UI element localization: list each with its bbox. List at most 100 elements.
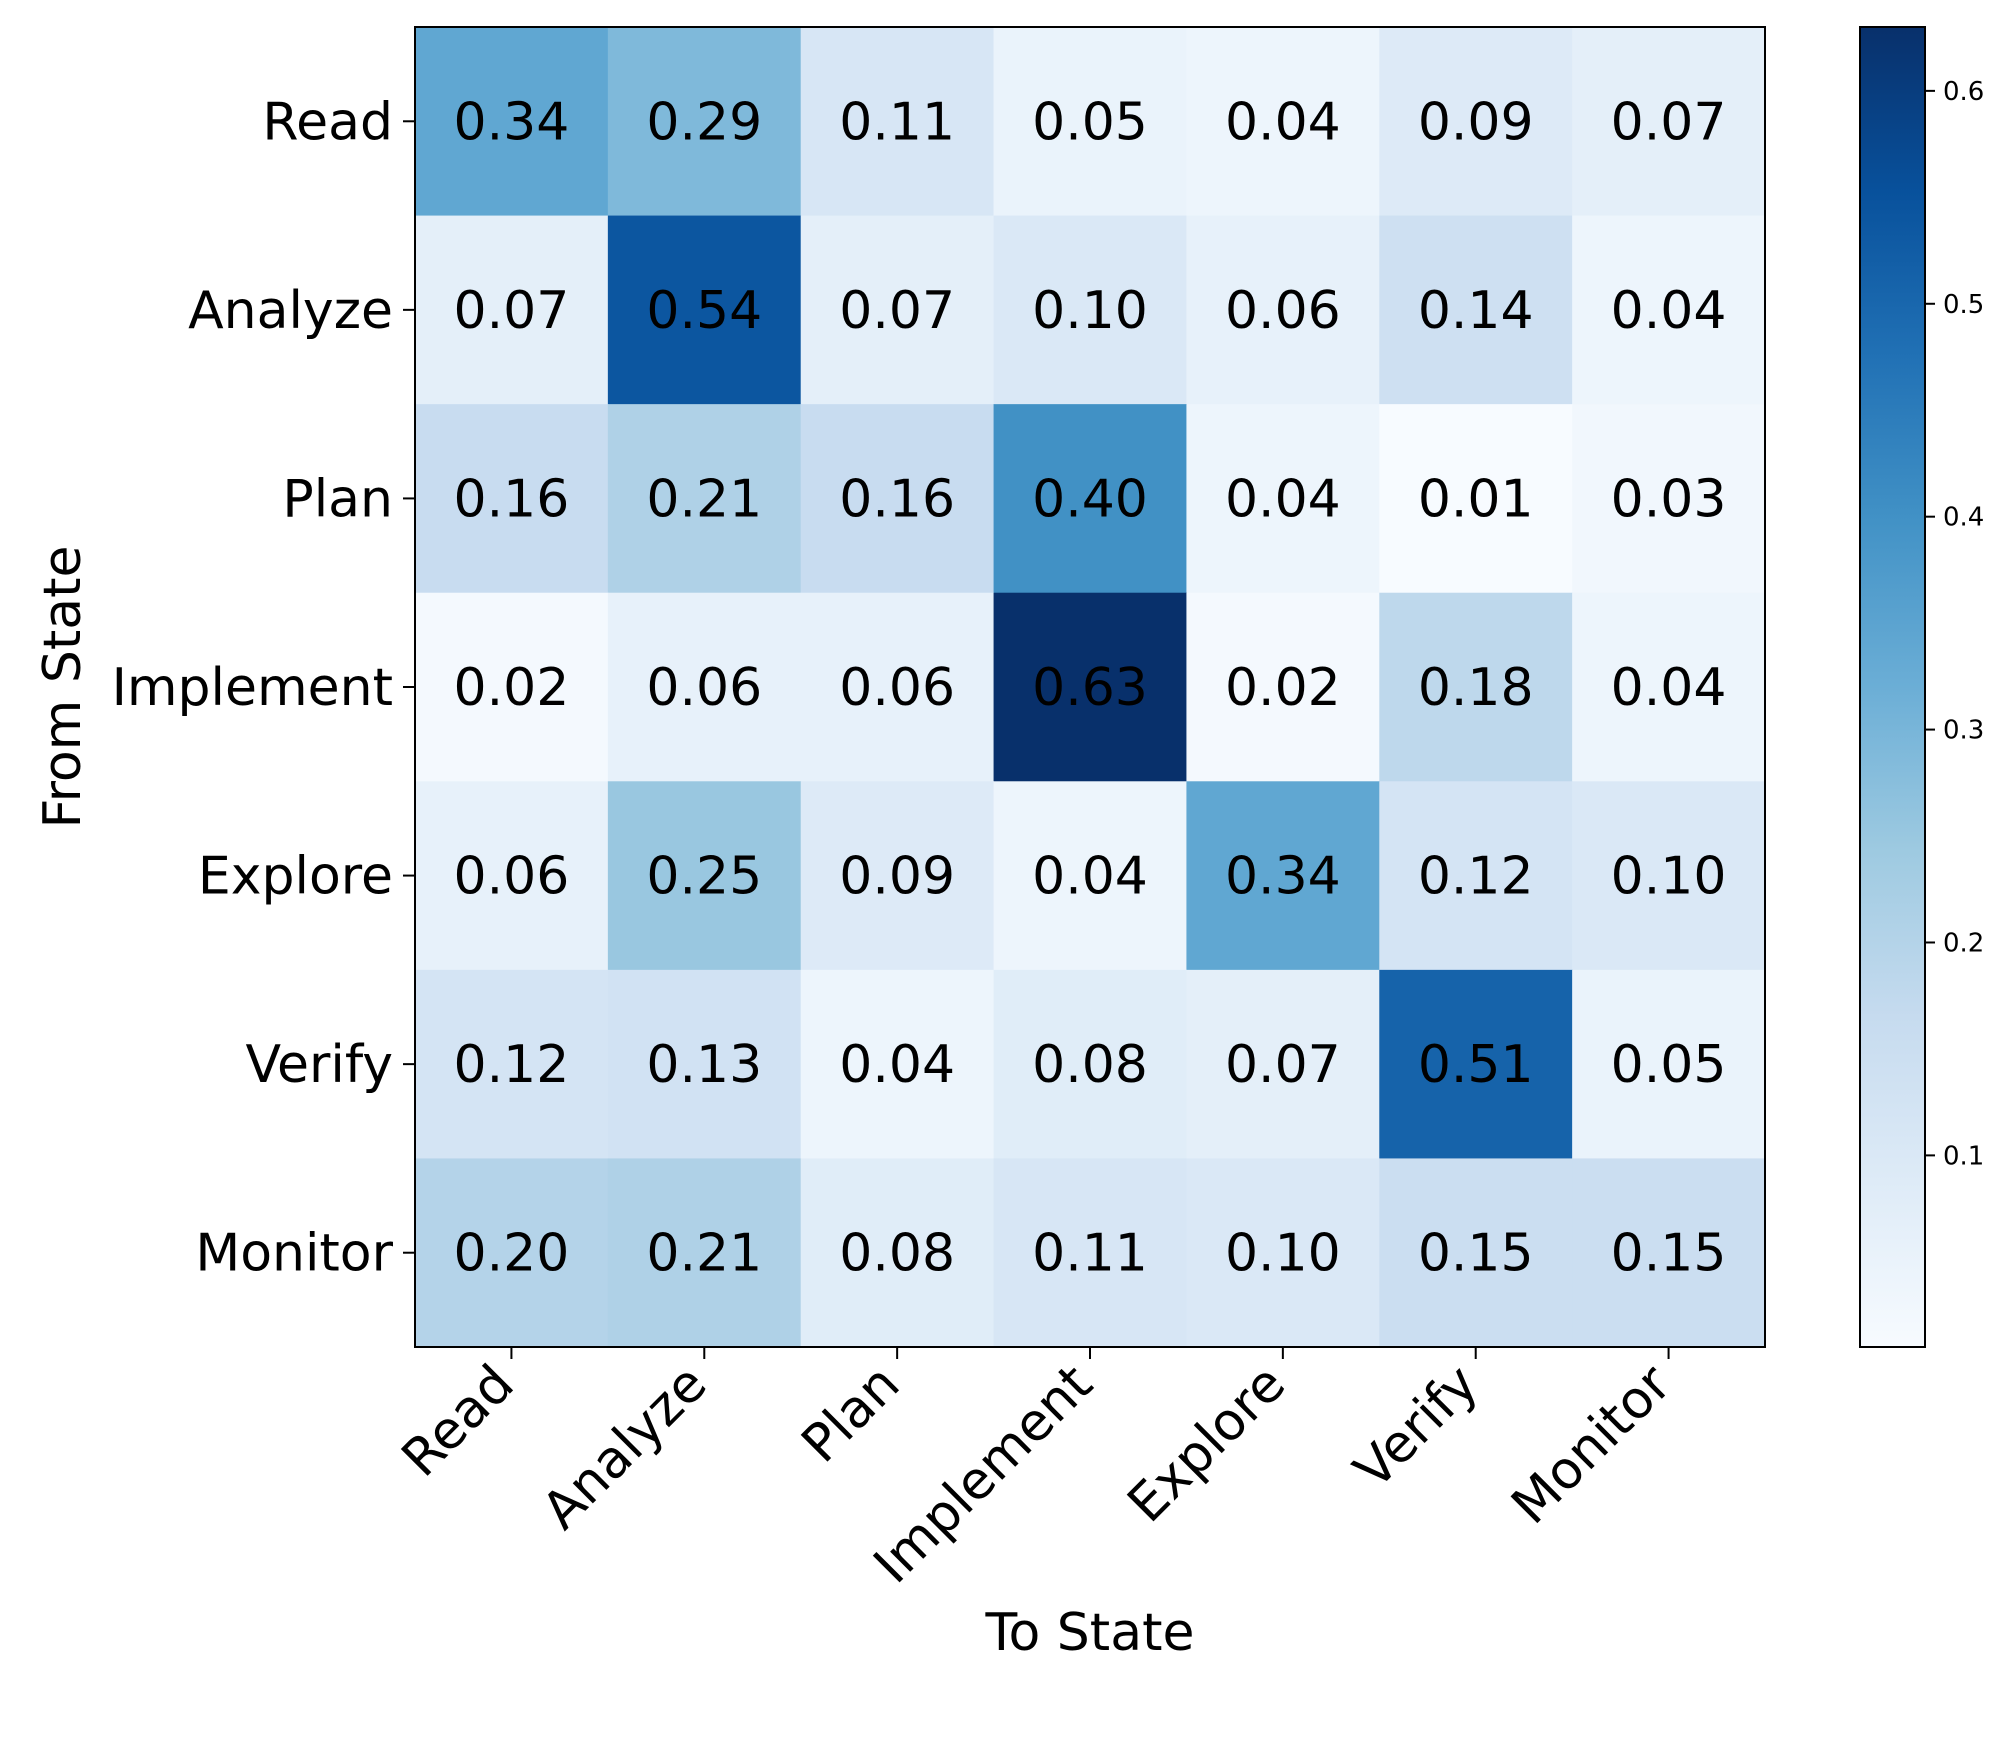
heatmap-cell	[1572, 1158, 1766, 1348]
colorbar-tick-label: 0.2	[1943, 928, 1984, 958]
cell-value-label: 0.10	[1032, 281, 1148, 341]
heatmap-cell	[1379, 969, 1573, 1159]
x-tick-label: Monitor	[1501, 1353, 1684, 1536]
colorbar-tick-label: 0.6	[1943, 77, 1984, 107]
heatmap-cell	[1379, 27, 1573, 217]
heatmap-cell	[415, 781, 609, 971]
heatmap-cell	[1186, 404, 1380, 594]
heatmap-cell	[993, 215, 1187, 405]
cell-value-label: 0.10	[1225, 1224, 1341, 1284]
heatmap-cell	[800, 781, 995, 971]
cell-value-label: 0.34	[454, 92, 570, 152]
cell-value-label: 0.51	[1418, 1035, 1534, 1095]
heatmap-cell	[1186, 27, 1380, 217]
cell-value-label: 0.15	[1611, 1224, 1727, 1284]
heatmap-cell	[607, 27, 802, 217]
heatmap-cell	[993, 969, 1187, 1159]
cell-value-label: 0.06	[646, 658, 762, 718]
cell-value-label: 0.08	[839, 1224, 955, 1284]
heatmap-cell	[800, 27, 995, 217]
cell-value-label: 0.21	[646, 1224, 762, 1284]
heatmap-cell	[415, 969, 609, 1159]
heatmap-cell	[1379, 215, 1573, 405]
y-tick-label: Verify	[245, 1035, 393, 1095]
x-tick-label: Analyze	[531, 1354, 718, 1541]
heatmap-cell	[415, 215, 609, 405]
cell-value-label: 0.03	[1611, 469, 1727, 529]
heatmap-cell	[993, 781, 1187, 971]
cell-value-label: 0.12	[1418, 847, 1534, 907]
cell-value-label: 0.11	[1032, 1224, 1148, 1284]
cell-value-label: 0.40	[1032, 469, 1148, 529]
colorbar-tick-label: 0.3	[1943, 716, 1984, 746]
heatmap-cell	[607, 969, 802, 1159]
cell-value-label: 0.05	[1611, 1035, 1727, 1095]
cell-value-label: 0.06	[454, 847, 570, 907]
heatmap-cell	[1572, 781, 1766, 971]
colorbar-ticks: 0.1 0.2 0.3 0.4 0.5 0.6	[1925, 77, 1984, 1171]
cell-value-label: 0.63	[1032, 658, 1148, 718]
heatmap-cell	[993, 404, 1187, 594]
heatmap-cell	[800, 215, 995, 405]
cell-value-label: 0.07	[839, 281, 955, 341]
y-tick-label: Explore	[198, 847, 393, 907]
cell-value-label: 0.10	[1611, 847, 1727, 907]
cell-value-label: 0.11	[839, 92, 955, 152]
heatmap-cell	[607, 404, 802, 594]
cell-value-label: 0.08	[1032, 1035, 1148, 1095]
x-axis-title: To State	[985, 1603, 1195, 1663]
cell-value-label: 0.02	[1225, 658, 1341, 718]
cell-value-label: 0.01	[1418, 469, 1534, 529]
heatmap-cell	[1379, 592, 1573, 782]
heatmap-cell	[800, 404, 995, 594]
cell-value-label: 0.29	[646, 92, 762, 152]
colorbar-gradient	[1859, 26, 1926, 1348]
cell-value-label: 0.04	[839, 1035, 955, 1095]
heatmap-cells: 0.34 0.29 0.11 0.05 0.04 0.09 0.07 0.07 0.54 0.07…	[415, 27, 1766, 1348]
cell-value-label: 0.04	[1611, 658, 1727, 718]
heatmap-cell	[993, 1158, 1187, 1348]
heatmap-cell	[800, 592, 995, 782]
heatmap-cell	[607, 592, 802, 782]
cell-value-label: 0.21	[646, 469, 762, 529]
cell-value-label: 0.25	[646, 847, 762, 907]
heatmap-cell	[1572, 404, 1766, 594]
heatmap-cell	[1379, 781, 1573, 971]
heatmap-cell	[800, 1158, 995, 1348]
cell-value-label: 0.18	[1418, 658, 1534, 718]
heatmap-cell	[993, 592, 1187, 782]
cell-value-label: 0.13	[646, 1035, 762, 1095]
cell-value-label: 0.04	[1225, 92, 1341, 152]
cell-value-label: 0.20	[454, 1224, 570, 1284]
cell-value-label: 0.07	[1611, 92, 1727, 152]
heatmap-cell	[1379, 404, 1573, 594]
heatmap-cell	[415, 404, 609, 594]
heatmap-cell	[1572, 969, 1766, 1159]
cell-value-label: 0.07	[1225, 1035, 1341, 1095]
x-tick-label: Plan	[791, 1354, 912, 1475]
cell-value-label: 0.09	[839, 847, 955, 907]
cell-value-label: 0.09	[1418, 92, 1534, 152]
x-tick-label: Read	[391, 1354, 526, 1489]
cell-value-label: 0.06	[839, 658, 955, 718]
x-tick-label: Verify	[1343, 1354, 1490, 1501]
heatmap-cell	[1186, 781, 1380, 971]
heatmap-cell	[1379, 1158, 1573, 1348]
colorbar-tick-label: 0.4	[1943, 503, 1984, 533]
heatmap-cell	[607, 215, 802, 405]
y-axis: Read Analyze Plan Implement Explore Verify Mon…	[112, 92, 415, 1284]
heatmap-cell	[607, 781, 802, 971]
heatmap-cell	[1572, 215, 1766, 405]
y-tick-label: Plan	[282, 469, 393, 529]
cell-value-label: 0.14	[1418, 281, 1534, 341]
y-tick-label: Analyze	[188, 281, 393, 341]
heatmap-cell	[415, 1158, 609, 1348]
y-tick-label: Monitor	[195, 1224, 393, 1284]
colorbar-tick-label: 0.5	[1943, 290, 1984, 320]
heatmap-cell	[800, 969, 995, 1159]
cell-value-label: 0.04	[1611, 281, 1727, 341]
cell-value-label: 0.05	[1032, 92, 1148, 152]
x-tick-label: Explore	[1117, 1354, 1297, 1534]
heatmap-cell	[607, 1158, 802, 1348]
